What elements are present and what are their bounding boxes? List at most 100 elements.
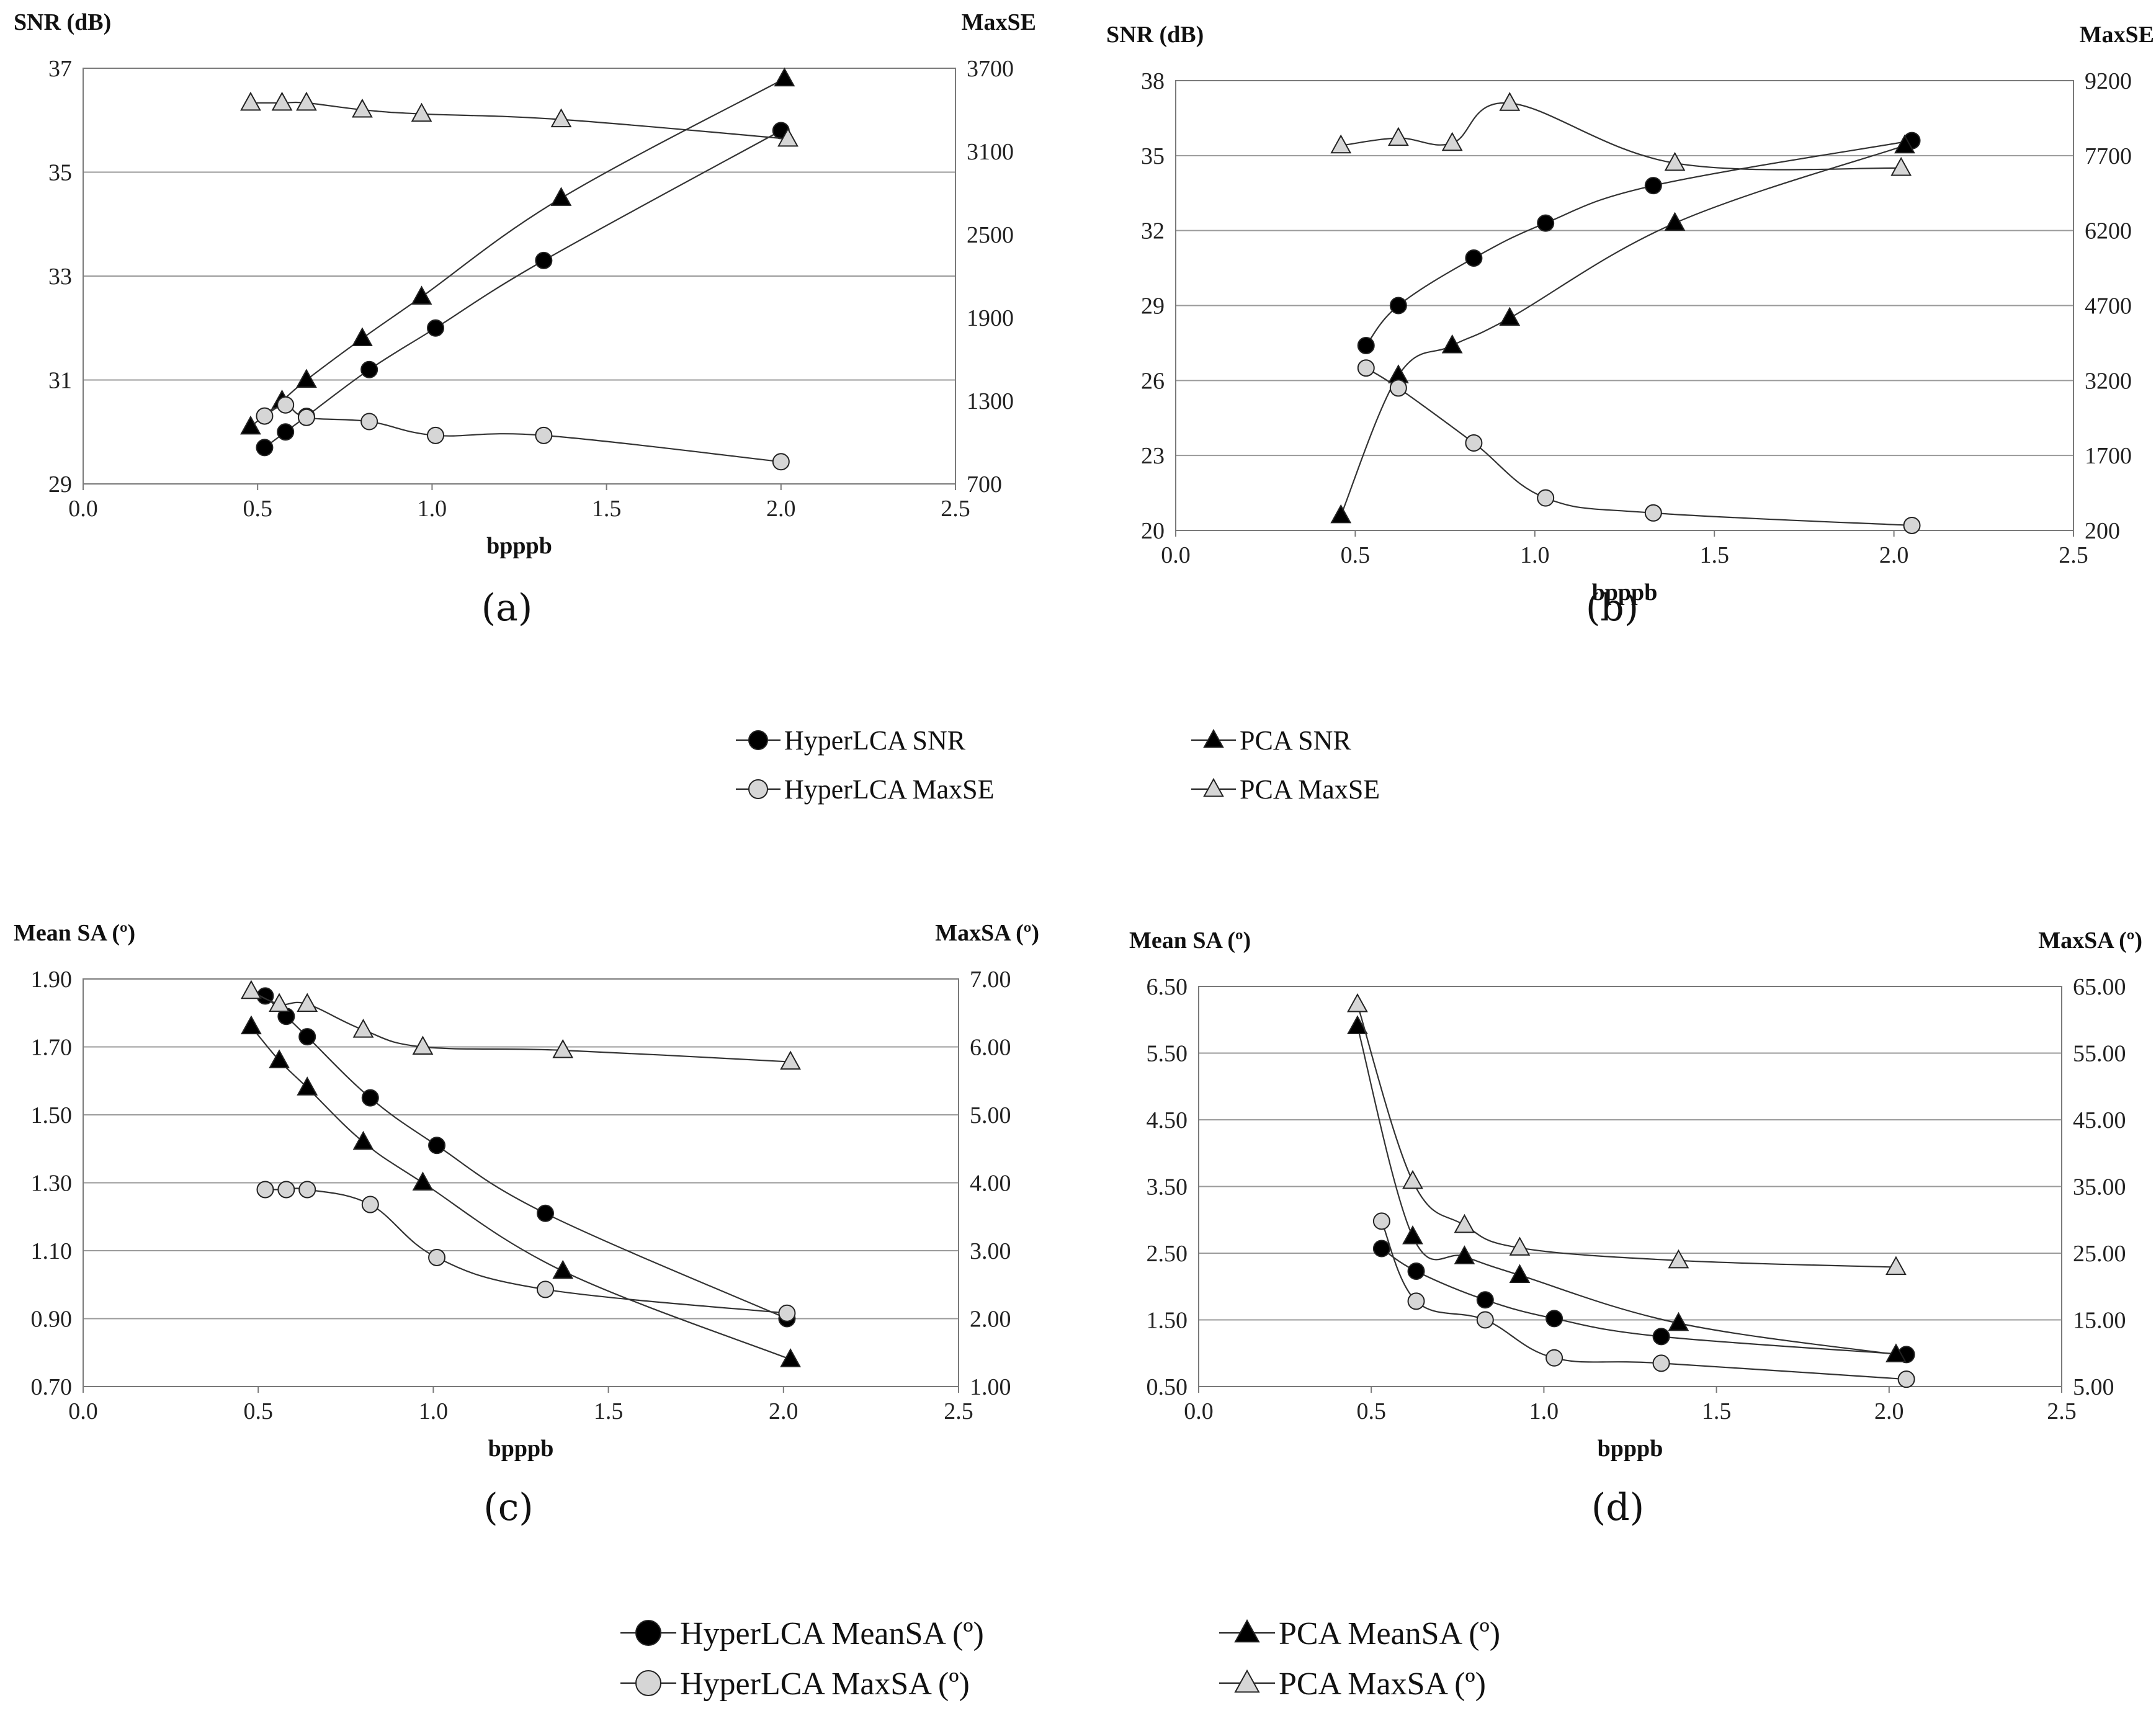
series-line	[1356, 1004, 1896, 1268]
y-left-tick-label: 4.50	[1147, 1107, 1188, 1133]
x-tick-label: 1.0	[418, 496, 447, 522]
legend-hyperlca-maxsa: HyperLCA MaxSA (º)	[620, 1666, 970, 1702]
data-point	[411, 102, 432, 122]
series-hyperlca-maxse	[256, 396, 790, 471]
data-point	[1465, 249, 1483, 267]
y-left-axis-label: Mean SA (º)	[14, 920, 135, 946]
data-point	[360, 360, 378, 378]
y-right-tick-label: 55.00	[2073, 1041, 2126, 1067]
data-point	[1389, 379, 1407, 397]
series-hyperlca-snr	[256, 122, 790, 457]
data-point	[780, 1348, 801, 1367]
data-point	[1387, 127, 1409, 146]
data-point	[1499, 306, 1521, 326]
data-point	[297, 993, 318, 1012]
y-right-tick-label: 1300	[967, 388, 1014, 414]
series-line	[250, 78, 785, 427]
x-tick-label: 0.0	[1161, 542, 1191, 568]
legend-label: PCA SNR	[1240, 725, 1351, 756]
y-left-tick-label: 0.70	[31, 1374, 73, 1400]
legend-hyperlca-maxse: HyperLCA MaxSE	[736, 774, 995, 805]
y-right-tick-label: 7.00	[970, 967, 1011, 993]
y-left-axis-label: SNR (dB)	[14, 9, 111, 35]
data-point	[1407, 1262, 1425, 1280]
legend-pca-snr: PCA SNR	[1191, 725, 1351, 756]
data-point	[352, 98, 373, 118]
data-point	[297, 1076, 318, 1096]
legend-label: HyperLCA MeanSA (º)	[680, 1616, 984, 1651]
y-right-tick-label: 7700	[2085, 143, 2132, 169]
y-left-tick-label: 33	[48, 264, 72, 290]
y-left-tick-label: 38	[1141, 68, 1165, 94]
y-left-tick-label: 0.50	[1147, 1374, 1188, 1400]
data-point	[1402, 1225, 1423, 1245]
x-tick-label: 2.0	[1874, 1398, 1904, 1424]
x-tick-label: 1.5	[594, 1398, 624, 1424]
series-hyperlca-snr	[1357, 132, 1921, 354]
data-point	[269, 1049, 290, 1068]
y-left-tick-label: 26	[1141, 368, 1165, 394]
data-point	[1347, 1015, 1368, 1035]
data-point	[1357, 359, 1375, 377]
data-point	[427, 426, 445, 444]
data-point	[412, 1035, 434, 1055]
series-line	[251, 1026, 791, 1361]
series-pca-meansa-	[241, 1015, 801, 1367]
y-right-tick-label: 4700	[2085, 293, 2132, 320]
data-point	[1454, 1213, 1475, 1233]
y-left-axis-label: SNR (dB)	[1106, 22, 1204, 48]
series-line	[1366, 367, 1912, 527]
y-right-tick-label: 2.00	[970, 1307, 1011, 1333]
legend-marker	[1234, 1619, 1260, 1643]
y-right-tick-label: 15.00	[2073, 1308, 2126, 1334]
chart-a: 29 31 33 35 37 700 1300 1900 2500 3100 3700 0.0 0.5 1…	[14, 9, 1036, 630]
legend-marker	[1203, 777, 1224, 797]
data-point	[535, 426, 553, 444]
y-left-tick-label: 1.30	[31, 1171, 73, 1197]
x-tick-label: 2.0	[769, 1398, 798, 1424]
y-right-tick-label: 9200	[2085, 68, 2132, 94]
series-pca-maxsa-	[1347, 993, 1907, 1276]
y-right-tick-label: 5.00	[970, 1102, 1011, 1128]
y-left-tick-label: 0.90	[31, 1307, 73, 1333]
y-right-tick-label: 1700	[2085, 443, 2132, 469]
x-tick-label: 2.0	[1879, 542, 1909, 568]
plot-frame	[83, 68, 956, 485]
x-tick-label: 2.5	[944, 1398, 973, 1424]
legend-pca-maxsa: PCA MaxSA (º)	[1219, 1666, 1486, 1702]
x-tick-label: 0.0	[1184, 1398, 1214, 1424]
data-point	[1499, 92, 1521, 111]
data-point	[1890, 156, 1912, 176]
data-point	[1509, 1236, 1531, 1256]
legend-marker	[1203, 728, 1224, 748]
data-point	[1372, 1240, 1390, 1258]
data-point	[269, 993, 290, 1012]
y-left-tick-label: 31	[48, 368, 72, 394]
data-point	[550, 108, 572, 128]
series-pca-maxsa-	[241, 980, 801, 1070]
panel-caption: (a)	[481, 586, 533, 630]
data-point	[296, 369, 317, 388]
chart-d: 0.50 1.50 2.50 3.50 4.50 5.50 6.50 5.00 15.00 25.…	[1129, 927, 2142, 1529]
series-line	[1356, 1026, 1897, 1356]
data-point	[352, 327, 373, 347]
data-point	[535, 251, 553, 269]
y-left-axis-label: Mean SA (º)	[1129, 927, 1251, 954]
data-point	[1885, 1256, 1907, 1276]
data-point	[352, 1019, 374, 1038]
data-point	[1652, 1328, 1670, 1346]
y-left-tick-label: 29	[1141, 293, 1165, 320]
y-left-tick-label: 2.50	[1147, 1241, 1188, 1267]
y-left-tick-label: 1.50	[31, 1102, 73, 1128]
data-point	[1407, 1292, 1425, 1310]
data-point	[537, 1204, 555, 1222]
y-left-tick-label: 37	[48, 56, 72, 82]
x-tick-label: 2.5	[2047, 1398, 2077, 1424]
series-line	[1365, 140, 1912, 346]
y-right-axis-label: MaxSA (º)	[2038, 927, 2142, 954]
y-left-tick-label: 32	[1141, 218, 1165, 244]
data-point	[1903, 516, 1921, 534]
y-left-tick-label: 1.70	[31, 1035, 73, 1061]
series-pca-snr	[1330, 134, 1915, 524]
data-point	[240, 91, 261, 111]
